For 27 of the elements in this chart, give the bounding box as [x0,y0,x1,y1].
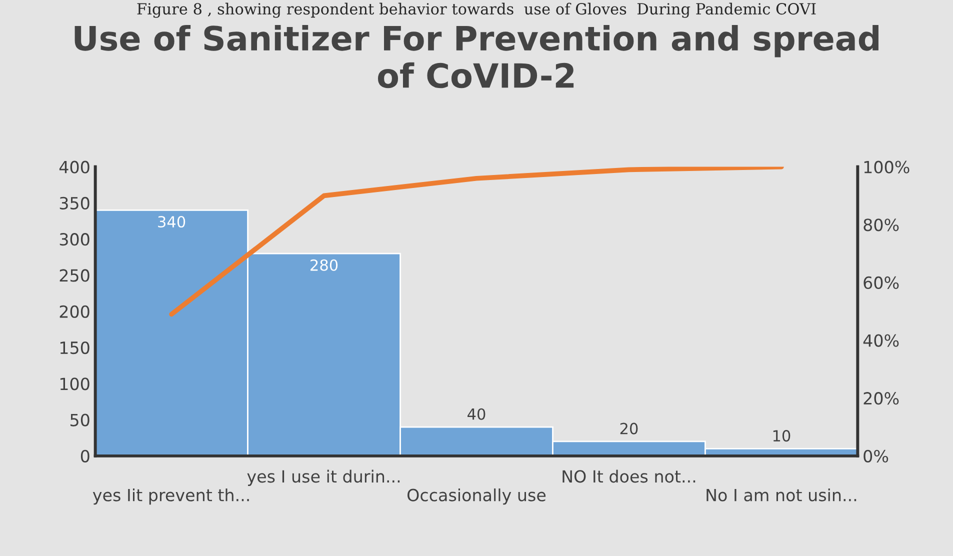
y-tick-label: 0 [80,450,90,462]
y-tick-label: 200 [60,305,90,318]
caption: Figure 8 , showing respondent behavior towards use of Gloves During Pandemic COVI [137,2,816,18]
y-tick-label: 250 [60,269,90,282]
chart-title: Use of Sanitizer For Prevention and spread of CoVID-2 [74,25,878,88]
data-label: 280 [310,259,338,271]
x-tick-label: Occasionally use [408,488,546,505]
x-tick-label: yes I use it durin... [247,470,400,486]
y-tick-label: 50 [70,414,90,426]
y-tick-label: 400 [59,160,90,174]
y-tick-label: 300 [60,233,90,246]
x-tick-label: NO It does not... [562,470,696,483]
y2-tick-label: 0% [864,450,888,462]
data-label: 40 [468,408,486,420]
y-tick-label: 350 [60,196,90,210]
data-label: 10 [773,430,790,442]
y-tick-label: 150 [60,341,90,354]
x-tick-label: yes Iit prevent th... [92,488,249,505]
x-tick-label: No I am not usin... [706,488,856,502]
y-tick-label: 100 [60,378,90,390]
y2-tick-label: 60% [864,276,899,290]
y2-tick-label: 80% [864,218,899,232]
y2-tick-label: 20% [864,392,899,405]
y2-tick-label: 40% [863,334,899,347]
y2-tick-label: 100% [864,160,910,174]
data-label: 340 [158,216,186,228]
data-label: 20 [620,422,638,434]
